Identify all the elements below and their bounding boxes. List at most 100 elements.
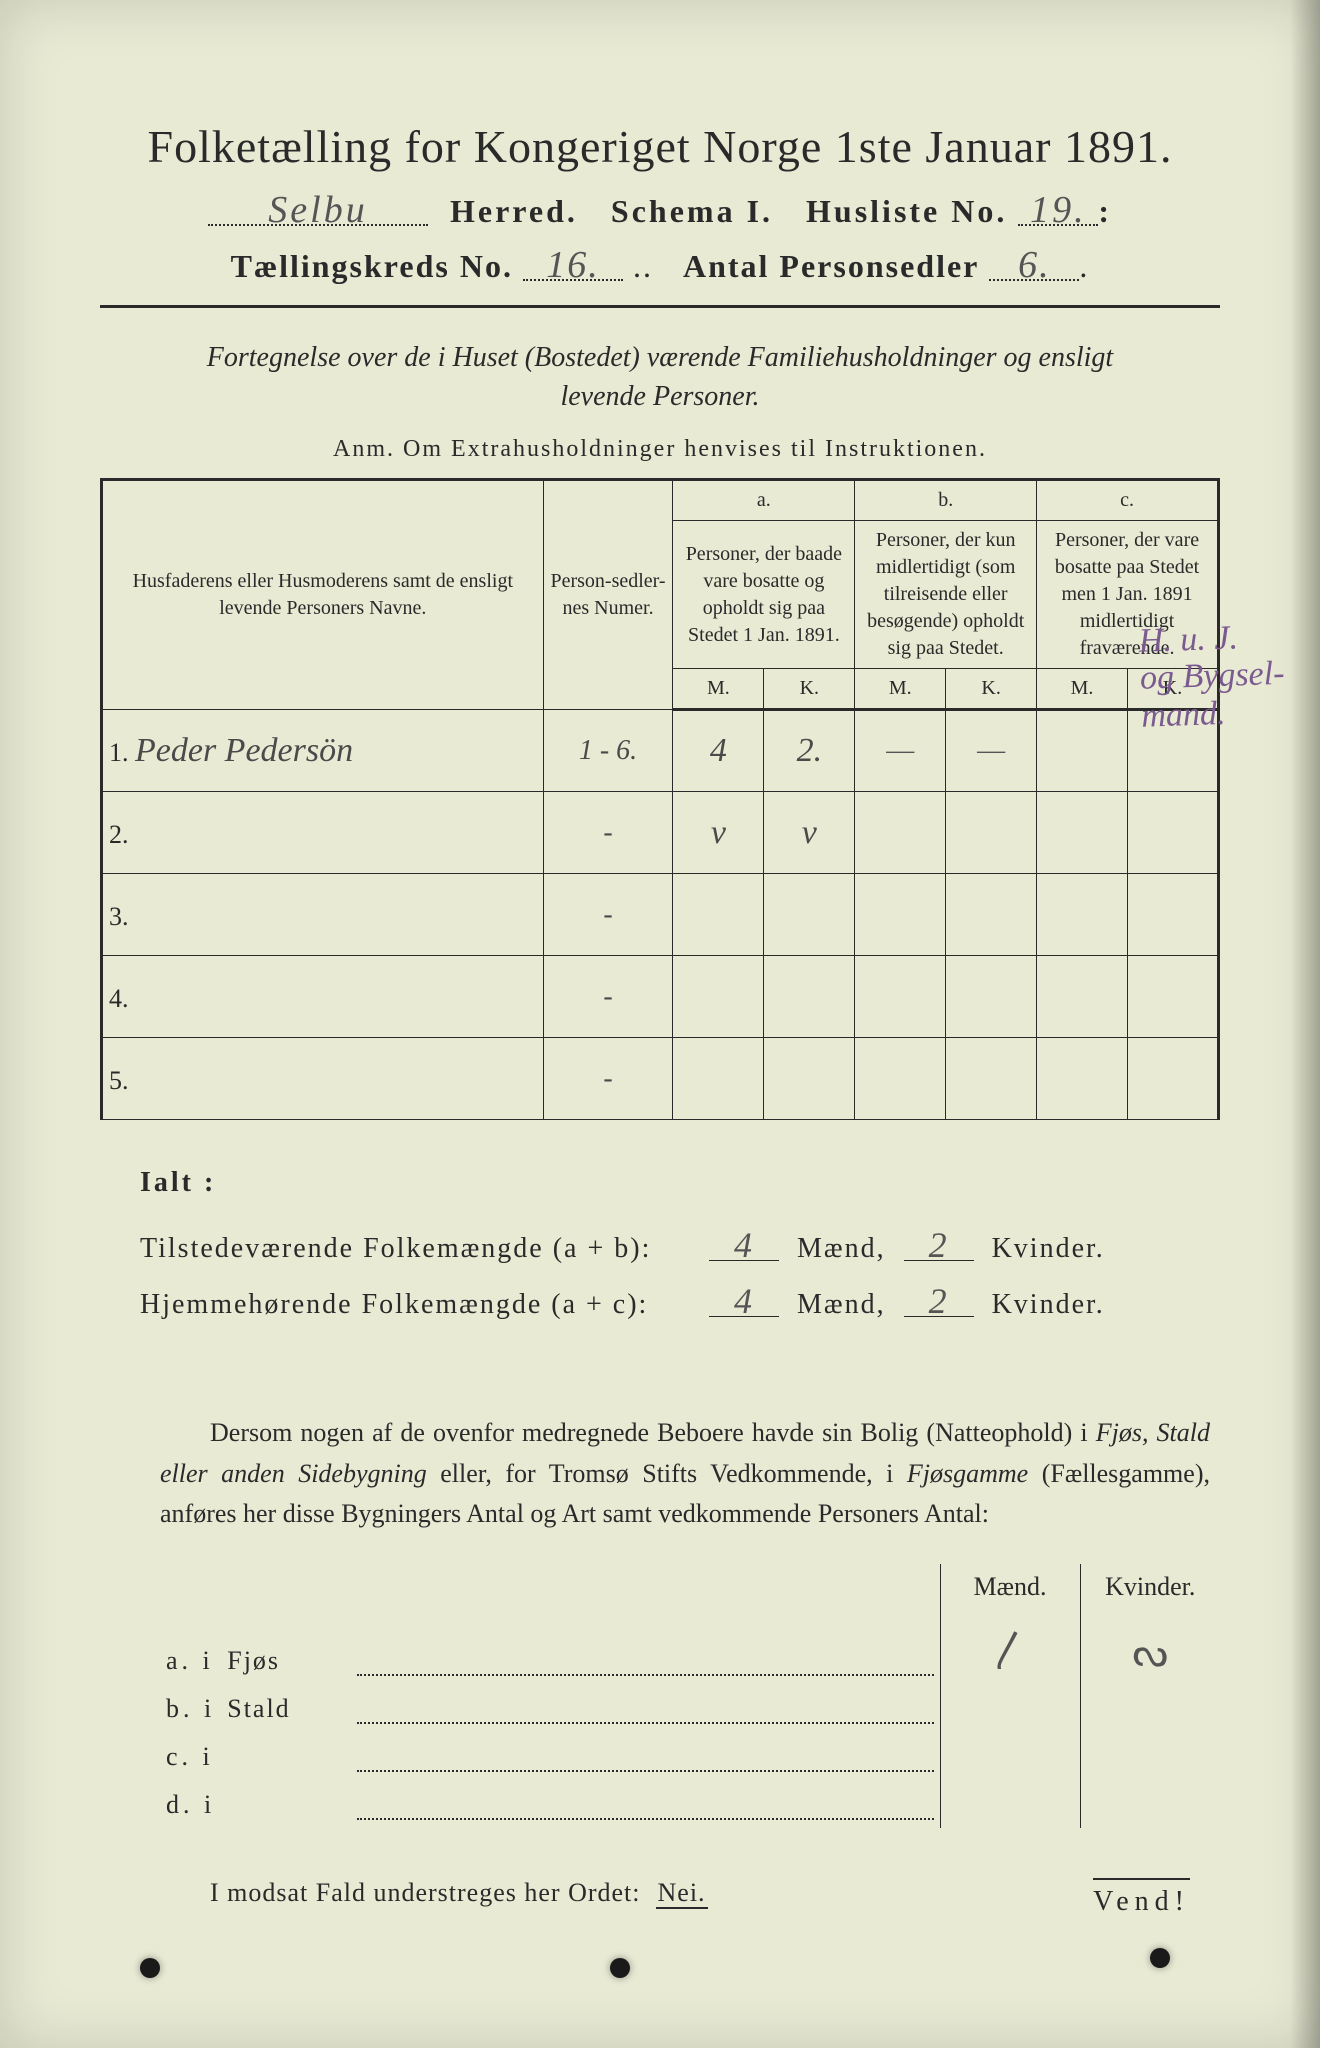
lower-m-cell <box>940 1732 1080 1780</box>
lower-k-cell: ᔓ <box>1080 1610 1220 1684</box>
table-cell: 5. <box>102 1038 544 1120</box>
table-cell <box>855 792 946 874</box>
ialt-l1-k: 2 <box>904 1231 974 1261</box>
th-b-k: K. <box>946 669 1037 710</box>
lower-prefix: a. i <box>160 1610 221 1684</box>
table-cell: — <box>946 710 1037 792</box>
ialt-line1: Tilstedeværende Folkemængde (a + b): 4 M… <box>140 1221 1220 1277</box>
divider <box>100 305 1220 308</box>
header-line-3: Tællingskreds No. 16. .. Antal Personsed… <box>100 248 1220 285</box>
page-edge-shadow <box>1290 0 1320 2048</box>
kreds-label: Tællingskreds No. <box>231 248 513 284</box>
table-cell: - <box>543 874 673 956</box>
header-line-2: Selbu Herred. Schema I. Husliste No. 19.… <box>100 193 1220 230</box>
th-numer: Person-sedler-nes Numer. <box>543 480 673 710</box>
table-cell <box>855 1038 946 1120</box>
lower-word <box>221 1732 351 1780</box>
vend-label: Vend! <box>1093 1878 1190 1918</box>
herred-label: Herred. <box>450 193 578 229</box>
table-cell <box>764 1038 855 1120</box>
th-a-m: M. <box>673 669 764 710</box>
table-cell: 4. <box>102 956 544 1038</box>
margin-note-l1: H. u. J. <box>1138 619 1238 659</box>
lower-word <box>221 1780 351 1828</box>
table-cell <box>1037 874 1128 956</box>
table-row: 2. -vv <box>102 792 1219 874</box>
lower-k-cell <box>1080 1684 1220 1732</box>
ialt-l1-m: 4 <box>709 1231 779 1261</box>
lower-k-cell <box>1080 1732 1220 1780</box>
table-cell: - <box>543 792 673 874</box>
table-cell <box>673 1038 764 1120</box>
table-cell <box>764 874 855 956</box>
lower-head-k: Kvinder. <box>1080 1564 1220 1610</box>
table-row: 3. - <box>102 874 1219 956</box>
table-cell <box>946 1038 1037 1120</box>
table-cell <box>1128 956 1219 1038</box>
lower-prefix: c. i <box>160 1732 221 1780</box>
ialt-block: Ialt : Tilstedeværende Folkemængde (a + … <box>100 1155 1220 1333</box>
ialt-kvinder: Kvinder. <box>992 1233 1105 1264</box>
schema-label: Schema I. <box>611 193 773 229</box>
table-cell <box>1037 1038 1128 1120</box>
dotted-leader <box>357 1788 933 1820</box>
table-cell: v <box>673 792 764 874</box>
nei-word: Nei. <box>656 1878 708 1909</box>
table-cell: - <box>543 1038 673 1120</box>
ink-blot <box>1150 1948 1170 1968</box>
bolig-paragraph: Dersom nogen af de ovenfor medregnede Be… <box>100 1413 1220 1534</box>
lower-leader-cell <box>351 1684 940 1732</box>
census-form-page: Folketælling for Kongeriget Norge 1ste J… <box>0 0 1320 2048</box>
lower-leader-cell <box>351 1732 940 1780</box>
th-group-a-letter: a. <box>673 480 855 521</box>
table-cell: 2. <box>764 710 855 792</box>
antal-value: 6. <box>989 252 1079 281</box>
margin-note-l2: og Bygsel- <box>1139 655 1285 697</box>
table-cell: 3. <box>102 874 544 956</box>
husliste-label: Husliste No. <box>806 193 1007 229</box>
subhead-line2: levende Personer. <box>560 381 759 412</box>
ialt-heading: Ialt : <box>140 1155 1220 1211</box>
table-row: 1. Peder Pedersön1 - 6.42.—— <box>102 710 1219 792</box>
table-cell <box>946 792 1037 874</box>
th-group-b: Personer, der kun midlertidigt (som tilr… <box>855 521 1037 669</box>
table-cell <box>673 956 764 1038</box>
lower-row: a. iFjøs 〳ᔓ <box>160 1610 1220 1684</box>
th-group-a: Personer, der baade vare bosatte og opho… <box>673 521 855 669</box>
table-cell <box>673 874 764 956</box>
ialt-l2-m: 4 <box>709 1287 779 1317</box>
kreds-value: 16. <box>523 252 623 281</box>
table-cell: - <box>543 956 673 1038</box>
lower-prefix: d. i <box>160 1780 221 1828</box>
th-name: Husfaderens eller Husmoderens samt de en… <box>102 480 544 710</box>
lower-table: Mænd. Kvinder. a. iFjøs 〳ᔓb. iStald c. i… <box>100 1564 1220 1828</box>
th-group-c-letter: c. <box>1037 480 1219 521</box>
table-cell <box>1128 792 1219 874</box>
ialt-kvinder-2: Kvinder. <box>992 1289 1105 1320</box>
census-tbody: 1. Peder Pedersön1 - 6.42.——2. -vv3. -4.… <box>102 710 1219 1120</box>
margin-note-l3: mand. <box>1141 695 1226 735</box>
table-row: 4. - <box>102 956 1219 1038</box>
table-cell <box>1037 792 1128 874</box>
ialt-maend: Mænd, <box>797 1233 886 1264</box>
table-cell <box>764 956 855 1038</box>
table-cell <box>855 874 946 956</box>
th-a-k: K. <box>764 669 855 710</box>
nei-line: I modsat Fald understreges her Ordet: Ne… <box>100 1878 1220 1908</box>
table-row: 5. - <box>102 1038 1219 1120</box>
th-b-m: M. <box>855 669 946 710</box>
ialt-line2: Hjemmehørende Folkemængde (a + c): 4 Mæn… <box>140 1277 1220 1333</box>
husliste-value: 19. <box>1018 197 1098 226</box>
nei-text: I modsat Fald understreges her Ordet: <box>210 1878 641 1907</box>
table-cell <box>1037 710 1128 792</box>
page-title: Folketælling for Kongeriget Norge 1ste J… <box>100 120 1220 173</box>
lower-leader-cell <box>351 1780 940 1828</box>
table-cell: 1 - 6. <box>543 710 673 792</box>
th-c-m: M. <box>1037 669 1128 710</box>
table-cell <box>855 956 946 1038</box>
anm-note: Anm. Om Extrahusholdninger henvises til … <box>100 436 1220 463</box>
table-cell: 2. <box>102 792 544 874</box>
ialt-l2-k: 2 <box>904 1287 974 1317</box>
table-cell: — <box>855 710 946 792</box>
table-cell <box>1128 1038 1219 1120</box>
